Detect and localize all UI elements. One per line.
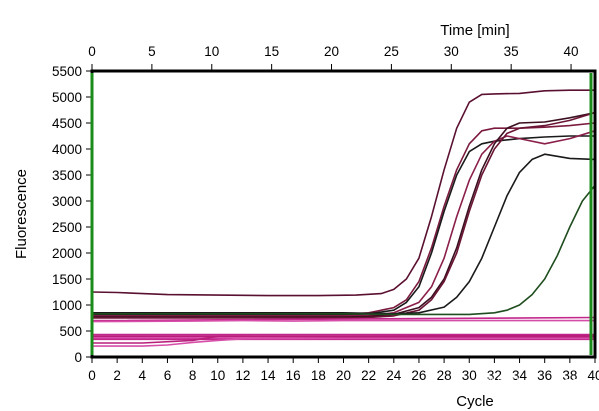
series-line-8 [91, 184, 596, 316]
y-tick-label: 4000 [52, 142, 82, 157]
series-line-4 [91, 130, 596, 317]
y-axis-title: Fluorescence [13, 169, 30, 259]
series-line-7 [91, 153, 596, 315]
x-tick-label: 28 [437, 368, 452, 383]
x-axis-ticks: 0 2 4 6 8 10 12 14 16 18 20 22 24 26 28 30 32 34 36 38 40 [88, 357, 599, 383]
y-tick-label: 5500 [52, 64, 82, 79]
y-tick-label: 3000 [52, 194, 82, 209]
series-line-2 [91, 122, 596, 316]
y-tick-label: 1000 [52, 298, 82, 313]
x-tick-label: 2 [113, 368, 121, 383]
x-tick-label: 32 [487, 368, 502, 383]
x-tick-label: 8 [189, 368, 197, 383]
x-tick-label: 10 [210, 368, 225, 383]
top-tick-label: 5 [148, 44, 156, 59]
watermark-text: 微信号: poct025 [483, 376, 580, 391]
top-tick-label: 30 [444, 44, 459, 59]
x-tick-label: 40 [587, 368, 599, 383]
x-tick-label: 6 [164, 368, 172, 383]
series-line-9 [91, 316, 596, 322]
y-tick-label: 2000 [52, 246, 82, 261]
x-tick-label: 38 [562, 368, 577, 383]
y-axis-ticks: 0 500 1000 1500 2000 2500 3000 3500 4000 4500 5000… [52, 64, 92, 365]
x-tick-label: 14 [261, 368, 277, 383]
top-tick-label: 25 [384, 44, 399, 59]
y-tick-label: 3500 [52, 168, 82, 183]
top-axis-title: Time [min] [440, 22, 509, 39]
y-tick-label: 1500 [52, 272, 82, 287]
series-line-6 [91, 111, 596, 319]
y-tick-label: 5000 [52, 90, 82, 105]
y-tick-label: 2500 [52, 220, 82, 235]
series-layer [91, 89, 596, 347]
x-axis-title: Cycle [456, 393, 494, 410]
top-tick-label: 10 [204, 44, 219, 59]
x-tick-label: 26 [411, 368, 426, 383]
top-tick-label: 40 [564, 44, 579, 59]
top-tick-label: 35 [504, 44, 519, 59]
x-tick-label: 18 [311, 368, 326, 383]
series-line-10 [91, 319, 596, 323]
x-tick-label: 30 [462, 368, 477, 383]
x-tick-label: 36 [537, 368, 552, 383]
x-tick-label: 4 [139, 368, 147, 383]
top-axis-ticks: 0 5 10 15 20 25 30 35 40 [88, 44, 579, 71]
x-tick-label: 24 [386, 368, 402, 383]
y-tick-label: 500 [59, 324, 82, 339]
x-tick-label: 20 [336, 368, 351, 383]
series-line-3 [91, 135, 596, 316]
x-tick-label: 34 [512, 368, 528, 383]
top-tick-label: 0 [88, 44, 96, 59]
x-tick-label: 22 [361, 368, 376, 383]
top-tick-label: 15 [264, 44, 279, 59]
series-line-1 [91, 89, 596, 297]
series-line-5 [91, 111, 596, 318]
x-tick-label: 12 [235, 368, 250, 383]
y-tick-label: 4500 [52, 116, 82, 131]
series-line-15 [91, 335, 596, 344]
x-tick-label: 0 [88, 368, 96, 383]
series-line-16 [91, 337, 596, 347]
x-tick-label: 16 [286, 368, 301, 383]
top-tick-label: 20 [324, 44, 339, 59]
y-tick-label: 0 [74, 350, 82, 365]
